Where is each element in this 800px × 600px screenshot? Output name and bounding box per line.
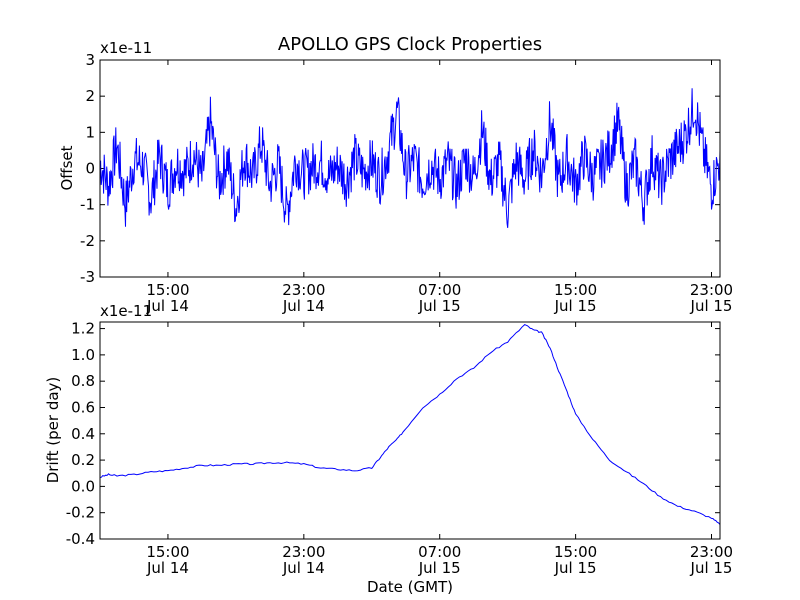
offset-plot-frame (99, 59, 721, 278)
x-tick-time-label: 07:00 (418, 281, 461, 299)
offset-exponent-label: x1e-11 (100, 39, 152, 57)
x-tick-date-label: Jul 15 (690, 297, 733, 315)
y-tick-label: 3 (85, 51, 95, 69)
y-tick-label: 1.0 (71, 346, 95, 364)
y-tick-label: -2 (80, 232, 95, 250)
y-tick-label: 1 (85, 123, 95, 141)
y-tick-label: -1 (80, 196, 95, 214)
x-axis-label: Date (GMT) (367, 578, 453, 596)
y-tick-label: 1.2 (71, 320, 95, 338)
y-tick-label: 0.0 (71, 477, 95, 495)
x-tick-date-label: Jul 14 (282, 559, 325, 577)
x-tick-date-label: Jul 15 (418, 297, 461, 315)
x-tick-time-label: 23:00 (282, 281, 325, 299)
y-tick-label: -3 (80, 268, 95, 286)
drift-y-ticks: 1.2 1.0 0.8 0.6 0.4 0.2 0.0 -0.2 -0.4 (66, 320, 720, 548)
x-tick-time-label: 23:00 (690, 281, 733, 299)
drift-plot-frame (99, 321, 721, 540)
drift-series-line (99, 324, 721, 525)
x-tick-time-label: 23:00 (282, 543, 325, 561)
offset-series-line (99, 88, 721, 228)
x-tick-date-label: Jul 15 (418, 559, 461, 577)
drift-panel: x1e-11 Drift (per day) 1.2 1.0 0.8 0.6 0.4 0.… (44, 302, 733, 596)
y-tick-label: 0.4 (71, 425, 95, 443)
y-tick-label: -0.4 (66, 530, 95, 548)
x-tick-time-label: 23:00 (690, 543, 733, 561)
y-tick-label: 0 (85, 160, 95, 178)
y-tick-label: 0.8 (71, 372, 95, 390)
x-tick-time-label: 15:00 (146, 543, 189, 561)
chart-title: APOLLO GPS Clock Properties (278, 34, 542, 55)
x-tick-date-label: Jul 15 (690, 559, 733, 577)
x-tick-time-label: 15:00 (554, 543, 597, 561)
x-tick-date-label: Jul 14 (146, 559, 189, 577)
x-tick-date-label: Jul 15 (554, 559, 597, 577)
x-tick-time-label: 15:00 (146, 281, 189, 299)
x-tick-time-label: 07:00 (418, 543, 461, 561)
x-tick-date-label: Jul 15 (554, 297, 597, 315)
y-tick-label: 0.2 (71, 451, 95, 469)
y-tick-label: -0.2 (66, 504, 95, 522)
drift-y-axis-label: Drift (per day) (44, 377, 62, 484)
drift-exponent-label: x1e-11 (100, 302, 152, 320)
x-tick-date-label: Jul 14 (146, 297, 189, 315)
offset-y-axis-label: Offset (58, 145, 76, 190)
x-tick-time-label: 15:00 (554, 281, 597, 299)
y-tick-label: 2 (85, 87, 95, 105)
y-tick-label: 0.6 (71, 398, 95, 416)
x-tick-date-label: Jul 14 (282, 297, 325, 315)
